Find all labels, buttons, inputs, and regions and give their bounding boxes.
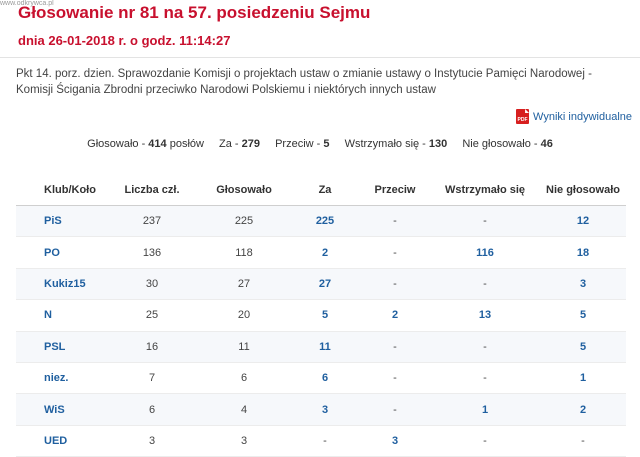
cell-wstrzymalo: - — [430, 425, 540, 457]
header-against: Przeciw — [360, 175, 430, 206]
cell-members: 3 — [106, 425, 198, 457]
cell-przeciw: - — [360, 331, 430, 363]
club-link[interactable]: PiS — [16, 205, 106, 238]
watermark: www.odkrywca.pl — [0, 0, 54, 7]
cell-za[interactable]: 2 — [290, 236, 360, 269]
divider — [0, 57, 640, 58]
cell-przeciw: - — [360, 236, 430, 269]
vote-datetime: dnia 26-01-2018 r. o godz. 11:14:27 — [18, 33, 231, 48]
cell-za[interactable]: 6 — [290, 362, 360, 395]
individual-results-label: Wyniki indywidualne — [533, 110, 632, 123]
cell-za[interactable]: 225 — [290, 205, 360, 238]
header-absent: Nie głosowało — [540, 175, 626, 206]
cell-nie: - — [540, 425, 626, 457]
agenda-description: Pkt 14. porz. dzien. Sprawozdanie Komisj… — [16, 68, 592, 96]
cell-wstrzymalo: - — [430, 205, 540, 238]
cell-nie[interactable]: 5 — [540, 331, 626, 363]
table-row: Kukiz15 30 27 27- -3 — [16, 268, 626, 301]
club-results-table: Klub/Koło Liczba czł. Głosowało Za Przec… — [16, 175, 626, 457]
cell-wstrzymalo: - — [430, 362, 540, 395]
summary-abstain: Wstrzymało się - 130 — [344, 138, 448, 150]
page-title: Głosowanie nr 81 na 57. posiedzeniu Sejm… — [18, 3, 371, 22]
cell-members: 237 — [106, 205, 198, 238]
cell-przeciw[interactable]: 3 — [360, 425, 430, 457]
cell-nie[interactable]: 12 — [540, 205, 626, 238]
cell-nie[interactable]: 3 — [540, 268, 626, 301]
header-abstain: Wstrzymało się — [430, 175, 540, 206]
cell-nie[interactable]: 2 — [540, 393, 626, 426]
club-link[interactable]: WiS — [16, 393, 106, 426]
summary-against: Przeciw - 5 — [275, 138, 330, 150]
cell-nie[interactable]: 1 — [540, 362, 626, 395]
cell-wstrzymalo: - — [430, 331, 540, 363]
cell-wstrzymalo[interactable]: 13 — [430, 299, 540, 332]
table-row: PO 136 118 2-116 18 — [16, 236, 626, 269]
cell-wstrzymalo[interactable]: 116 — [430, 236, 540, 269]
club-link[interactable]: Kukiz15 — [16, 268, 106, 301]
club-link[interactable]: niez. — [16, 362, 106, 395]
cell-voted: 27 — [198, 268, 290, 301]
table-row: WiS 6 4 3-1 2 — [16, 393, 626, 426]
cell-voted: 118 — [198, 236, 290, 269]
header-for: Za — [290, 175, 360, 206]
table-row: niez. 7 6 6- -1 — [16, 362, 626, 395]
table-row: PiS 237 225 225- -12 — [16, 205, 626, 238]
club-link[interactable]: PO — [16, 236, 106, 269]
cell-members: 25 — [106, 299, 198, 332]
table-header-row: Klub/Koło Liczba czł. Głosowało Za Przec… — [16, 175, 626, 206]
table-row: N 25 20 5 2 13 5 — [16, 299, 626, 332]
summary-absent: Nie głosowało - 46 — [462, 138, 553, 150]
cell-members: 30 — [106, 268, 198, 301]
header-voted: Głosowało — [198, 175, 290, 206]
cell-wstrzymalo[interactable]: 1 — [430, 393, 540, 426]
club-link[interactable]: UED — [16, 425, 106, 457]
cell-przeciw: - — [360, 268, 430, 301]
cell-voted: 3 — [198, 425, 290, 457]
summary-for: Za - 279 — [219, 138, 261, 150]
cell-przeciw: - — [360, 205, 430, 238]
table-row: PSL 16 11 11- -5 — [16, 331, 626, 363]
pdf-icon: PDF — [516, 109, 530, 124]
cell-voted: 20 — [198, 299, 290, 332]
cell-za[interactable]: 5 — [290, 299, 360, 332]
cell-members: 6 — [106, 393, 198, 426]
club-link[interactable]: PSL — [16, 331, 106, 363]
cell-nie[interactable]: 18 — [540, 236, 626, 269]
club-link[interactable]: N — [16, 299, 106, 332]
individual-results-link[interactable]: PDF Wyniki indywidualne — [516, 109, 632, 124]
cell-voted: 11 — [198, 331, 290, 363]
cell-members: 16 — [106, 331, 198, 363]
cell-voted: 225 — [198, 205, 290, 238]
cell-members: 7 — [106, 362, 198, 395]
cell-przeciw: - — [360, 393, 430, 426]
vote-summary: Głosowało - 414 posłów Za - 279 Przeciw … — [0, 138, 640, 150]
cell-voted: 4 — [198, 393, 290, 426]
cell-przeciw: - — [360, 362, 430, 395]
cell-members: 136 — [106, 236, 198, 269]
cell-za[interactable]: 11 — [290, 331, 360, 363]
header-members: Liczba czł. — [106, 175, 198, 206]
table-row: UED 3 3-3- - — [16, 425, 626, 457]
cell-za: - — [290, 425, 360, 457]
cell-za[interactable]: 3 — [290, 393, 360, 426]
cell-wstrzymalo: - — [430, 268, 540, 301]
cell-przeciw[interactable]: 2 — [360, 299, 430, 332]
cell-nie[interactable]: 5 — [540, 299, 626, 332]
summary-voted: Głosowało - 414 posłów — [87, 138, 204, 150]
cell-voted: 6 — [198, 362, 290, 395]
header-club: Klub/Koło — [16, 175, 106, 206]
cell-za[interactable]: 27 — [290, 268, 360, 301]
